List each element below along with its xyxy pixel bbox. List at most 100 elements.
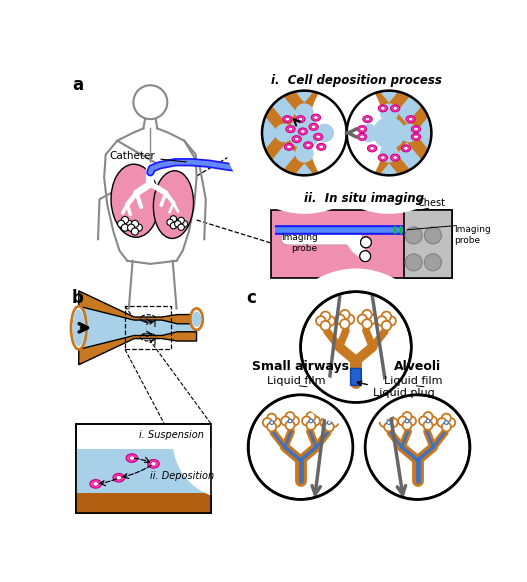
Ellipse shape — [73, 309, 85, 346]
Circle shape — [290, 417, 299, 425]
Circle shape — [358, 314, 367, 324]
Circle shape — [387, 421, 391, 424]
Text: Imaging
probe: Imaging probe — [454, 225, 491, 246]
Circle shape — [262, 91, 347, 175]
FancyBboxPatch shape — [404, 210, 452, 278]
Text: Alveoli: Alveoli — [394, 360, 441, 373]
Ellipse shape — [309, 123, 318, 130]
Circle shape — [437, 418, 446, 427]
Circle shape — [267, 423, 276, 431]
Circle shape — [167, 219, 173, 225]
Circle shape — [362, 319, 372, 329]
Circle shape — [442, 423, 451, 431]
FancyBboxPatch shape — [271, 210, 452, 278]
Ellipse shape — [129, 456, 134, 460]
Circle shape — [400, 123, 418, 142]
Circle shape — [286, 421, 295, 430]
Circle shape — [128, 224, 135, 231]
Ellipse shape — [414, 127, 418, 131]
Circle shape — [407, 417, 416, 425]
Circle shape — [316, 316, 326, 326]
Circle shape — [181, 221, 188, 227]
Circle shape — [373, 117, 405, 149]
Circle shape — [248, 395, 353, 499]
Ellipse shape — [304, 142, 313, 149]
Ellipse shape — [286, 126, 295, 133]
Ellipse shape — [380, 156, 385, 159]
Circle shape — [360, 251, 370, 261]
Circle shape — [405, 419, 409, 423]
Circle shape — [424, 421, 433, 430]
Text: ii.  In situ imaging: ii. In situ imaging — [304, 191, 424, 204]
Ellipse shape — [367, 145, 377, 152]
Ellipse shape — [148, 460, 159, 468]
Ellipse shape — [111, 164, 159, 237]
Circle shape — [309, 419, 313, 423]
Ellipse shape — [285, 118, 290, 121]
Ellipse shape — [116, 475, 122, 480]
Circle shape — [267, 414, 276, 423]
Ellipse shape — [300, 130, 305, 133]
Ellipse shape — [287, 145, 291, 148]
Text: Chest: Chest — [417, 198, 445, 208]
Circle shape — [170, 222, 177, 229]
Circle shape — [307, 412, 316, 421]
Polygon shape — [365, 85, 434, 164]
Ellipse shape — [408, 118, 413, 121]
Circle shape — [302, 417, 311, 425]
Circle shape — [118, 220, 125, 228]
Circle shape — [424, 227, 442, 244]
Circle shape — [424, 254, 442, 271]
Ellipse shape — [113, 474, 124, 482]
Circle shape — [367, 314, 376, 324]
FancyBboxPatch shape — [76, 424, 211, 513]
Circle shape — [315, 123, 334, 142]
Circle shape — [320, 321, 330, 331]
Ellipse shape — [360, 127, 364, 131]
Circle shape — [382, 321, 391, 331]
Circle shape — [135, 224, 142, 231]
Ellipse shape — [391, 105, 400, 112]
Circle shape — [178, 224, 184, 230]
Text: Small airways: Small airways — [252, 360, 349, 373]
Circle shape — [270, 421, 274, 424]
Circle shape — [380, 418, 389, 427]
Circle shape — [121, 217, 129, 223]
Ellipse shape — [288, 127, 293, 131]
Circle shape — [335, 314, 345, 324]
FancyBboxPatch shape — [76, 493, 211, 513]
Circle shape — [426, 419, 430, 423]
Circle shape — [307, 421, 316, 430]
Circle shape — [300, 292, 412, 403]
Text: i. Suspension: i. Suspension — [139, 430, 203, 440]
Ellipse shape — [295, 137, 299, 141]
Ellipse shape — [404, 147, 408, 150]
Circle shape — [347, 91, 432, 175]
Circle shape — [405, 254, 422, 271]
Circle shape — [131, 220, 139, 228]
Circle shape — [286, 412, 295, 421]
Text: Airflow: Airflow — [266, 161, 302, 171]
Ellipse shape — [316, 135, 320, 139]
Ellipse shape — [414, 135, 418, 139]
Polygon shape — [173, 424, 239, 499]
Text: Liquid plug: Liquid plug — [357, 381, 435, 398]
Circle shape — [125, 220, 132, 228]
Circle shape — [320, 418, 329, 427]
Ellipse shape — [357, 133, 367, 140]
Circle shape — [442, 414, 451, 423]
Ellipse shape — [380, 107, 385, 110]
Circle shape — [178, 217, 184, 223]
Ellipse shape — [393, 156, 397, 159]
FancyBboxPatch shape — [350, 368, 362, 385]
Ellipse shape — [317, 143, 326, 150]
Ellipse shape — [285, 143, 294, 150]
Ellipse shape — [306, 144, 310, 147]
Ellipse shape — [378, 154, 387, 161]
Polygon shape — [223, 52, 385, 214]
Ellipse shape — [378, 105, 387, 112]
Circle shape — [275, 123, 294, 142]
Ellipse shape — [283, 116, 292, 123]
Ellipse shape — [151, 462, 156, 466]
Circle shape — [359, 123, 378, 142]
